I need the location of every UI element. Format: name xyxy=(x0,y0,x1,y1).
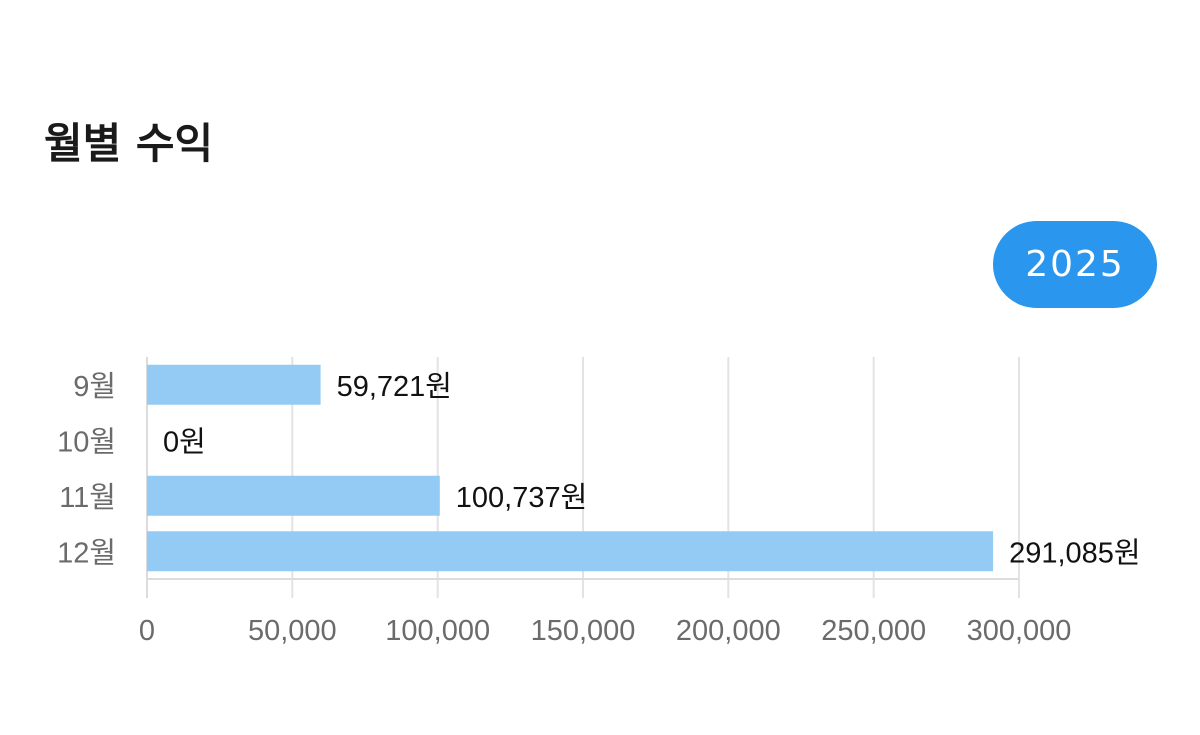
data-label: 0원 xyxy=(163,426,206,458)
bar-3 xyxy=(147,531,994,572)
bar-2 xyxy=(147,475,440,516)
x-tick-label: 100,000 xyxy=(385,615,490,647)
category-label: 11월 xyxy=(59,481,116,514)
data-label: 291,085원 xyxy=(1009,537,1141,569)
category-label: 12월 xyxy=(57,536,116,569)
bar-0 xyxy=(147,364,321,405)
x-tick-label: 250,000 xyxy=(821,615,926,647)
page-title: 월별 수익 xyxy=(44,119,214,168)
category-label: 10월 xyxy=(57,425,116,458)
x-tick-label: 50,000 xyxy=(248,615,337,647)
x-tick-label: 200,000 xyxy=(676,615,781,647)
x-tick-label: 300,000 xyxy=(967,615,1072,647)
x-tick-label: 0 xyxy=(139,615,155,647)
year-selector-button[interactable]: 2025 xyxy=(993,221,1157,308)
category-label: 9월 xyxy=(73,370,116,403)
x-tick-label: 150,000 xyxy=(531,615,636,647)
data-label: 59,721원 xyxy=(337,371,452,403)
data-label: 100,737원 xyxy=(456,482,588,514)
